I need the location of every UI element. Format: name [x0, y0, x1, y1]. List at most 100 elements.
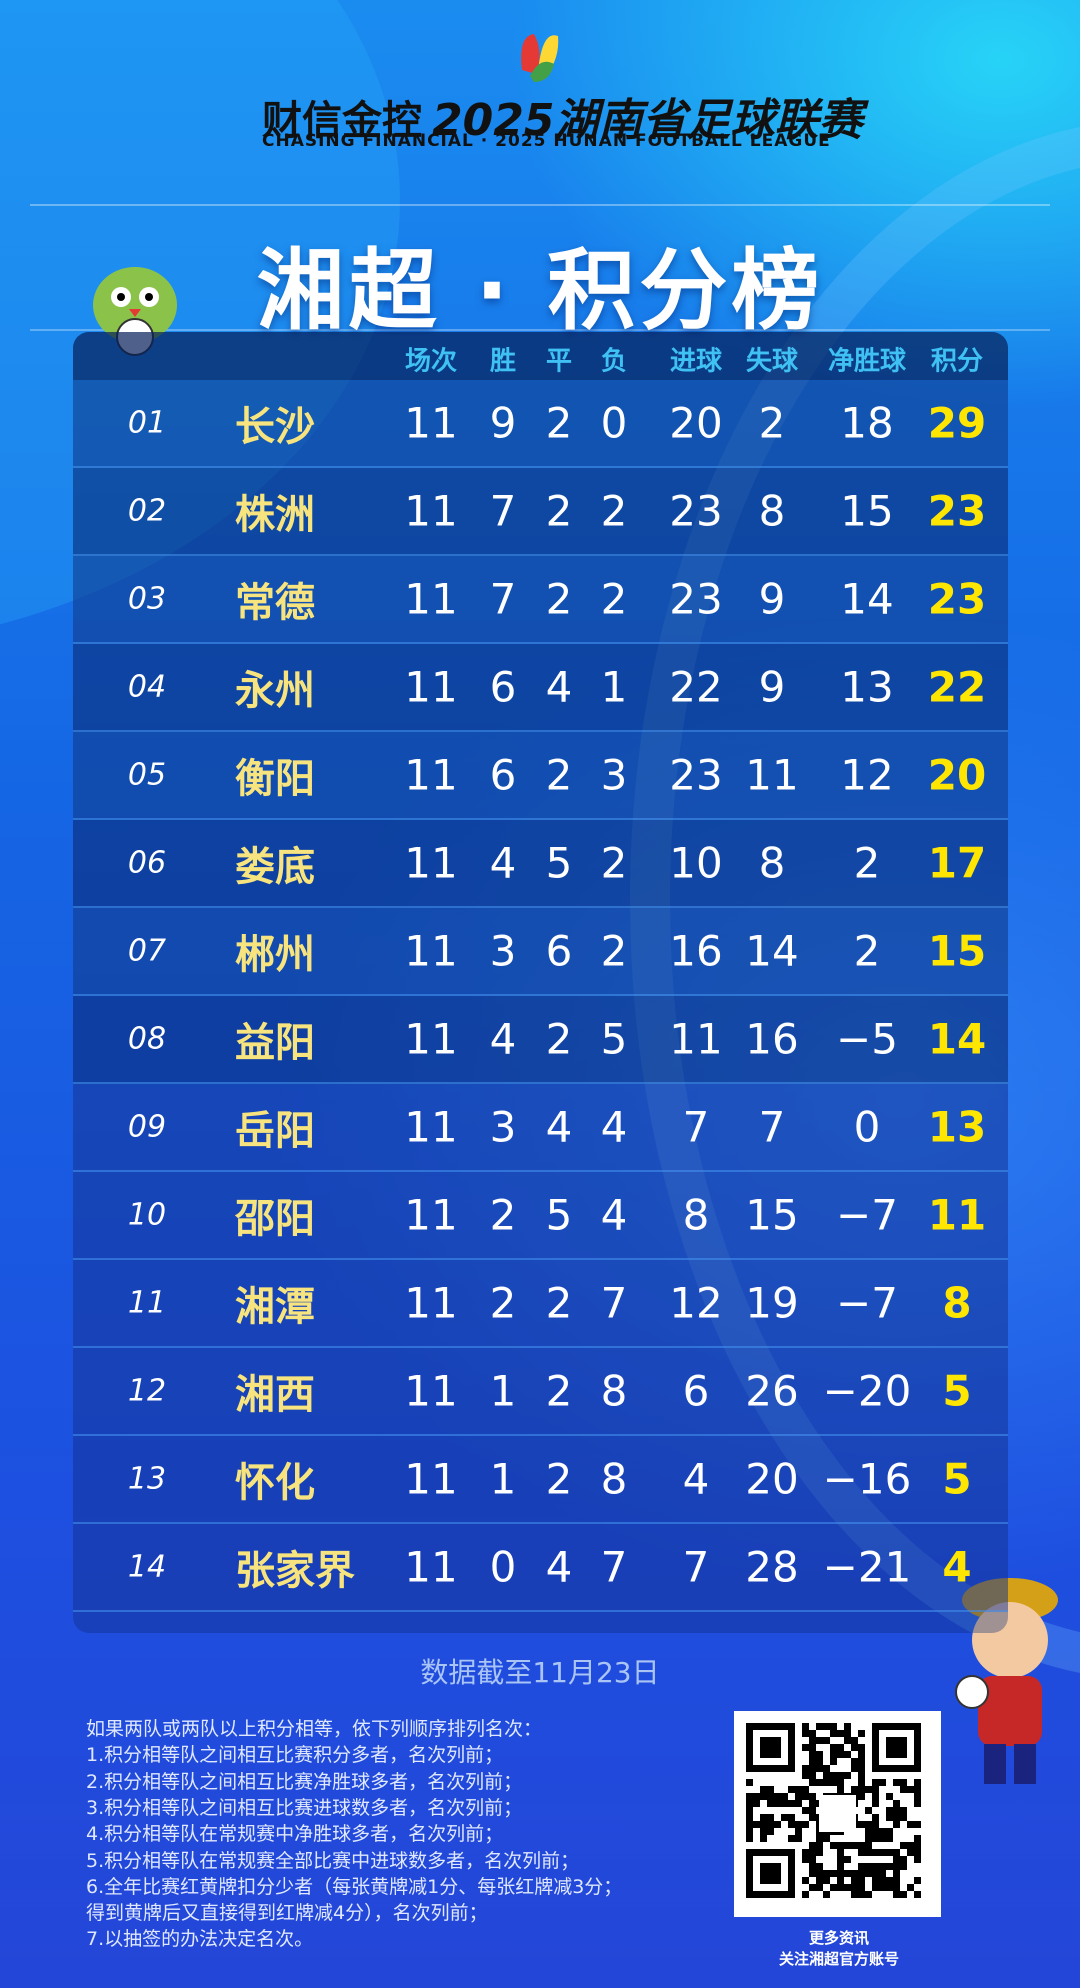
team-name: 长沙 [235, 404, 315, 450]
team-name: 张家界 [235, 1548, 355, 1594]
team-name: 湘西 [235, 1372, 315, 1418]
qr-module [879, 1779, 886, 1786]
stat: 4 [545, 1102, 573, 1152]
rule-line: 1.积分相等队之间相互比赛积分多者，名次列前； [86, 1744, 504, 1767]
qr-module [844, 1870, 851, 1877]
stat: 4 [600, 1190, 628, 1240]
stat: 11 [404, 574, 458, 624]
qr-module [823, 1723, 830, 1730]
qr-module [819, 1795, 856, 1832]
qr-module [914, 1779, 921, 1786]
qr-module [781, 1800, 788, 1807]
rank: 09 [127, 1109, 167, 1145]
stat: 9 [758, 574, 786, 624]
qr-module [795, 1800, 802, 1807]
qr-module [823, 1835, 830, 1842]
stat: −7 [836, 1278, 898, 1328]
qr-module [830, 1870, 837, 1877]
points: 23 [927, 574, 987, 624]
rank: 05 [127, 757, 167, 793]
qr-module [872, 1828, 879, 1835]
stat: 8 [758, 838, 786, 888]
qr-module [837, 1856, 844, 1863]
column-header: 场次 [404, 346, 458, 377]
stat: −5 [836, 1014, 898, 1064]
qr-module [844, 1884, 851, 1891]
rank: 10 [127, 1197, 167, 1233]
stat: −21 [822, 1542, 912, 1592]
qr-module [872, 1821, 879, 1828]
caption-line: 更多资讯 [808, 1929, 869, 1947]
column-header: 失球 [745, 346, 799, 377]
qr-module [753, 1793, 760, 1800]
qr-module [872, 1814, 879, 1821]
qr-module [767, 1800, 774, 1807]
qr-module [816, 1870, 823, 1877]
points: 5 [942, 1454, 972, 1504]
stat: 15 [840, 486, 894, 536]
qr-module [851, 1870, 858, 1877]
stat: 2 [600, 486, 628, 536]
qr-module [872, 1793, 879, 1800]
qr-module [830, 1779, 837, 1786]
stat: 2 [545, 574, 573, 624]
points: 11 [927, 1190, 987, 1240]
stat: 2 [545, 750, 573, 800]
qr-module [830, 1758, 837, 1765]
stat: 11 [404, 1014, 458, 1064]
qr-module [816, 1758, 823, 1765]
stat: 12 [840, 750, 894, 800]
qr-module [893, 1814, 900, 1821]
qr-module [900, 1856, 907, 1863]
qr-module [858, 1758, 865, 1765]
qr-module [809, 1870, 816, 1877]
qr-module [809, 1751, 816, 1758]
qr-module [816, 1842, 823, 1849]
qr-module [830, 1842, 837, 1849]
points: 22 [927, 662, 987, 712]
stat: 7 [682, 1542, 710, 1592]
rule-line: 4.积分相等队在常规赛中净胜球多者，名次列前； [86, 1823, 504, 1846]
rank: 02 [127, 493, 167, 529]
stat: 2 [489, 1190, 517, 1240]
rank: 11 [127, 1285, 167, 1321]
qr-module [788, 1800, 795, 1807]
stat: 7 [600, 1278, 628, 1328]
stat: 2 [853, 926, 881, 976]
team-name: 湘潭 [235, 1284, 315, 1330]
qr-module [746, 1779, 753, 1786]
qr-module [858, 1877, 865, 1884]
stat: 11 [404, 1102, 458, 1152]
qr-module [816, 1765, 823, 1772]
qr-module [823, 1765, 830, 1772]
qr-module [816, 1737, 823, 1744]
qr-module [858, 1884, 865, 1891]
qr-module [851, 1737, 858, 1744]
qr-module [816, 1779, 823, 1786]
qr-module [809, 1758, 816, 1765]
qr-module [851, 1891, 858, 1898]
qr-module [802, 1793, 809, 1800]
points: 13 [927, 1102, 987, 1152]
qr-module [746, 1814, 753, 1821]
qr-module [760, 1821, 767, 1828]
qr-module [837, 1779, 844, 1786]
rank: 01 [127, 405, 167, 441]
stat: 5 [545, 838, 573, 888]
qr-module [900, 1842, 907, 1849]
stat: 8 [758, 486, 786, 536]
qr-module [858, 1870, 865, 1877]
qr-module [865, 1849, 872, 1856]
qr-module [865, 1870, 872, 1877]
stat: 0 [489, 1542, 517, 1592]
qr-module [802, 1821, 809, 1828]
table-row: 04 永州 11 6 4 1 22 9 13 22 [73, 644, 1008, 732]
rule-line: 7.以抽签的办法决定名次。 [86, 1928, 314, 1951]
table-row: 14 张家界 11 0 4 7 7 28 −21 4 [73, 1524, 1008, 1612]
qr-module [851, 1842, 858, 1849]
team-name: 怀化 [235, 1460, 315, 1506]
qr-module [907, 1786, 914, 1793]
qr-module [823, 1737, 830, 1744]
qr-module [907, 1884, 914, 1891]
qr-module [809, 1793, 816, 1800]
